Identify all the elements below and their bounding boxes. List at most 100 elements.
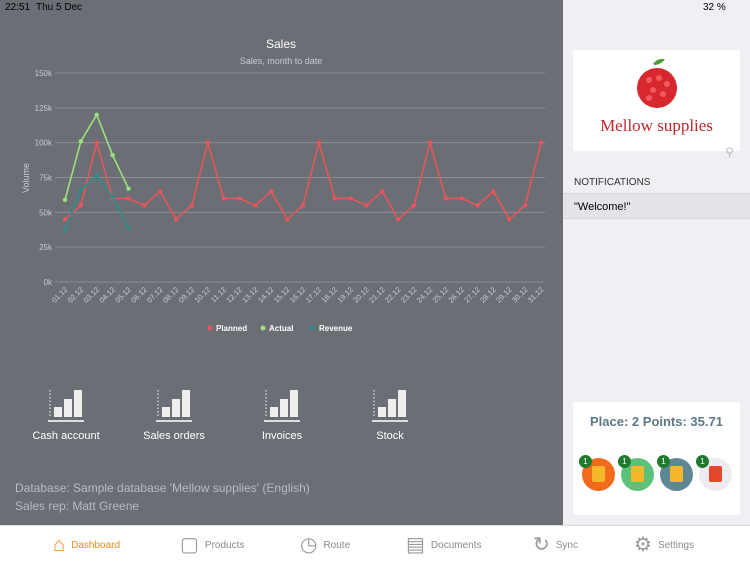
x-tick-label: 21.12 [367, 285, 387, 305]
data-point-planned [221, 196, 226, 201]
x-tick-label: 09.12 [177, 285, 197, 305]
notification-item[interactable]: "Welcome!" [563, 193, 750, 219]
data-point-planned [538, 140, 544, 145]
x-tick-label: 24.12 [415, 285, 435, 305]
tab-dashboard[interactable]: ⌂ Dashboard [53, 535, 120, 555]
place-points: Place: 2 Points: 35.71 [590, 414, 723, 429]
x-tick-label: 17.12 [304, 285, 324, 305]
x-tick-label: 06.12 [129, 285, 149, 305]
data-point-planned [411, 203, 417, 208]
data-point-planned [94, 140, 99, 145]
data-point-planned [158, 189, 163, 194]
legend-planned[interactable]: Planned [216, 324, 247, 333]
legend-revenue[interactable]: Revenue [319, 324, 353, 333]
data-point-planned [507, 217, 512, 222]
tile-label: Sales orders [143, 430, 205, 442]
data-point-planned [62, 217, 68, 222]
status-time: 22:51 [5, 2, 31, 13]
x-tick-label: 01.12 [50, 285, 70, 305]
x-tick-label: 05.12 [113, 285, 133, 305]
y-tick-label: 100k [35, 139, 53, 148]
tab-label: Products [204, 539, 245, 551]
tab-settings[interactable]: ⚙ Settings [634, 535, 694, 555]
data-point-planned [269, 189, 274, 194]
legend-actual[interactable]: Actual [269, 324, 293, 333]
chart-title: Sales [266, 37, 296, 51]
data-point-revenue [78, 187, 84, 193]
data-point-planned [427, 140, 433, 145]
trophy-icon [631, 466, 644, 482]
data-point-planned [364, 203, 369, 208]
tab-products[interactable]: ▢ Products [180, 535, 244, 555]
x-tick-label: 08.12 [161, 285, 181, 305]
data-point-planned [126, 196, 131, 201]
database-info: Database: Sample database 'Mellow suppli… [15, 481, 310, 495]
data-point-planned [522, 203, 528, 208]
tile-cash-account[interactable]: Cash account [11, 388, 121, 442]
achievement-badge[interactable]: 1 [579, 455, 615, 491]
x-tick-label: 15.12 [272, 285, 292, 305]
x-tick-label: 07.12 [145, 285, 165, 305]
home-icon: ⌂ [53, 534, 66, 556]
y-axis-label: Volume [21, 163, 31, 193]
tile-label: Invoices [261, 430, 303, 442]
tab-bar: ⌂ Dashboard ▢ Products ◷ Route ▤ Documents ↻ Sync… [0, 525, 750, 563]
tile-stock[interactable]: Stock [335, 388, 445, 442]
data-point-actual [94, 112, 99, 118]
badge-count: 1 [657, 455, 670, 468]
x-tick-label: 11.12 [209, 285, 228, 304]
x-tick-label: 13.12 [240, 285, 260, 305]
data-point-planned [189, 203, 195, 208]
x-tick-label: 25.12 [431, 285, 451, 305]
achievement-badge[interactable]: 1 [618, 455, 654, 491]
x-tick-label: 27.12 [462, 285, 482, 305]
tab-route[interactable]: ◷ Route [300, 535, 350, 555]
x-tick-label: 10.12 [193, 285, 213, 305]
series-line-planned [64, 139, 542, 221]
badge-count: 1 [618, 455, 631, 468]
search-icon[interactable]: ⚲ [725, 145, 734, 159]
legend-marker [260, 325, 266, 331]
gear-icon: ⚙ [634, 534, 652, 556]
data-point-planned [205, 140, 210, 145]
series-line-actual [64, 112, 130, 201]
notifications-header: NOTIFICATIONS [574, 177, 651, 188]
data-point-planned [253, 203, 258, 208]
x-tick-label: 20.12 [351, 285, 371, 305]
tab-label: Documents [430, 539, 482, 551]
achievement-badge[interactable]: 1 [657, 455, 693, 491]
data-point-actual [78, 139, 84, 144]
chart-subtitle: Sales, month to date [240, 56, 323, 66]
x-tick-label: 04.12 [97, 285, 117, 305]
data-point-actual [126, 186, 131, 191]
y-tick-label: 50k [39, 208, 53, 217]
achievement-badge[interactable]: 1 [696, 455, 732, 491]
x-tick-label: 02.12 [66, 285, 86, 305]
tab-label: Dashboard [71, 539, 121, 551]
tab-sync[interactable]: ↻ Sync [533, 535, 578, 555]
data-point-planned [300, 203, 306, 208]
tab-documents[interactable]: ▤ Documents [406, 535, 481, 555]
tile-invoices[interactable]: Invoices [227, 388, 337, 442]
y-tick-label: 125k [35, 104, 53, 113]
status-battery: 32 % [703, 2, 726, 13]
x-tick-label: 19.12 [335, 285, 355, 305]
x-tick-label: 22.12 [383, 285, 403, 305]
company-logo[interactable]: Mellow supplies ⚲ [573, 50, 740, 159]
data-point-revenue [126, 225, 131, 230]
logo-text: Mellow supplies [600, 116, 713, 135]
sync-icon: ↻ [533, 534, 550, 556]
tile-label: Stock [376, 430, 404, 442]
x-tick-label: 03.12 [82, 285, 102, 305]
data-point-planned [348, 196, 353, 201]
bar-chart-icon [48, 390, 84, 422]
data-point-planned [396, 217, 401, 222]
status-date: Thu 5 Dec [36, 2, 83, 13]
tile-sales-orders[interactable]: Sales orders [119, 388, 229, 442]
data-point-planned [316, 140, 322, 145]
data-point-revenue [110, 194, 115, 200]
x-tick-label: 12.12 [224, 285, 244, 305]
raspberry-icon [637, 58, 677, 108]
data-point-planned [142, 203, 147, 208]
data-point-planned [475, 203, 480, 208]
